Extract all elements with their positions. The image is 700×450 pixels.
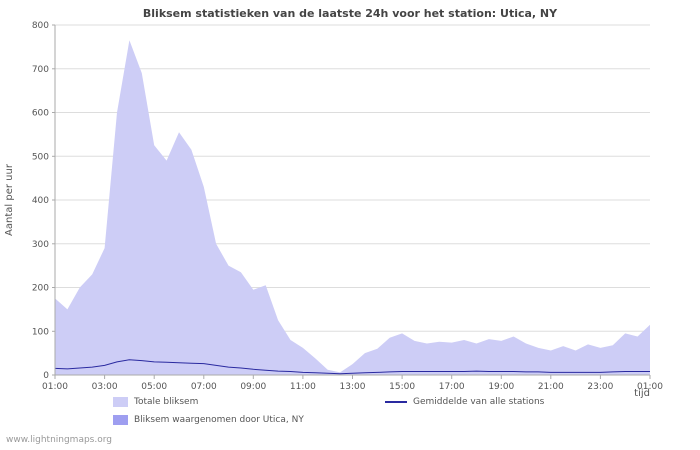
x-tick-label: 03:00 [92,382,118,392]
legend-item-total: Totale bliksem [113,397,198,407]
y-tick-label: 300 [32,240,49,250]
x-tick-label: 19:00 [488,382,514,392]
total-area-swatch [113,397,128,407]
line-series [54,359,650,375]
y-tick-label: 0 [43,371,49,381]
x-tick-label: 01:00 [637,382,663,392]
chart-title: Bliksem statistieken van de laatste 24h … [142,7,558,20]
legend-item-average: Gemiddelde van alle stations [385,397,544,407]
legend-label-average: Gemiddelde van alle stations [413,397,545,407]
x-tick-label: 01:00 [42,382,68,392]
y-tick-label: 400 [32,196,49,206]
x-tick-label: 17:00 [439,382,465,392]
y-tick-label: 100 [32,327,49,337]
y-tick-label: 500 [32,152,49,162]
x-axis-label: tijd [634,388,650,399]
y-tick-label: 200 [32,284,49,294]
average-line-swatch [385,401,407,403]
legend-item-station: Bliksem waargenomen door Utica, NY [113,415,304,425]
y-tick-label: 600 [32,109,49,119]
watermark-link[interactable]: www.lightningmaps.org [6,435,112,445]
x-tick-label: 11:00 [290,382,316,392]
chart-layers: 0 100 200 300 400 500 600 700 800 01:00 03:00 05:00… [32,21,663,392]
y-tick-label: 800 [32,21,49,31]
x-tick-label: 13:00 [340,382,366,392]
x-tick-label: 23:00 [587,382,613,392]
legend-label-station: Bliksem waargenomen door Utica, NY [134,415,304,425]
station-area-swatch [113,415,128,425]
x-tick-label: 15:00 [389,382,415,392]
x-tick-label: 09:00 [240,382,266,392]
x-tick-label: 07:00 [191,382,217,392]
x-tick-label: 05:00 [141,382,167,392]
area-series [55,40,650,376]
y-axis-label: Aantal per uur [4,163,15,236]
x-tick-label: 21:00 [538,382,564,392]
y-tick-label: 700 [32,65,49,75]
legend-label-total: Totale bliksem [134,397,199,407]
